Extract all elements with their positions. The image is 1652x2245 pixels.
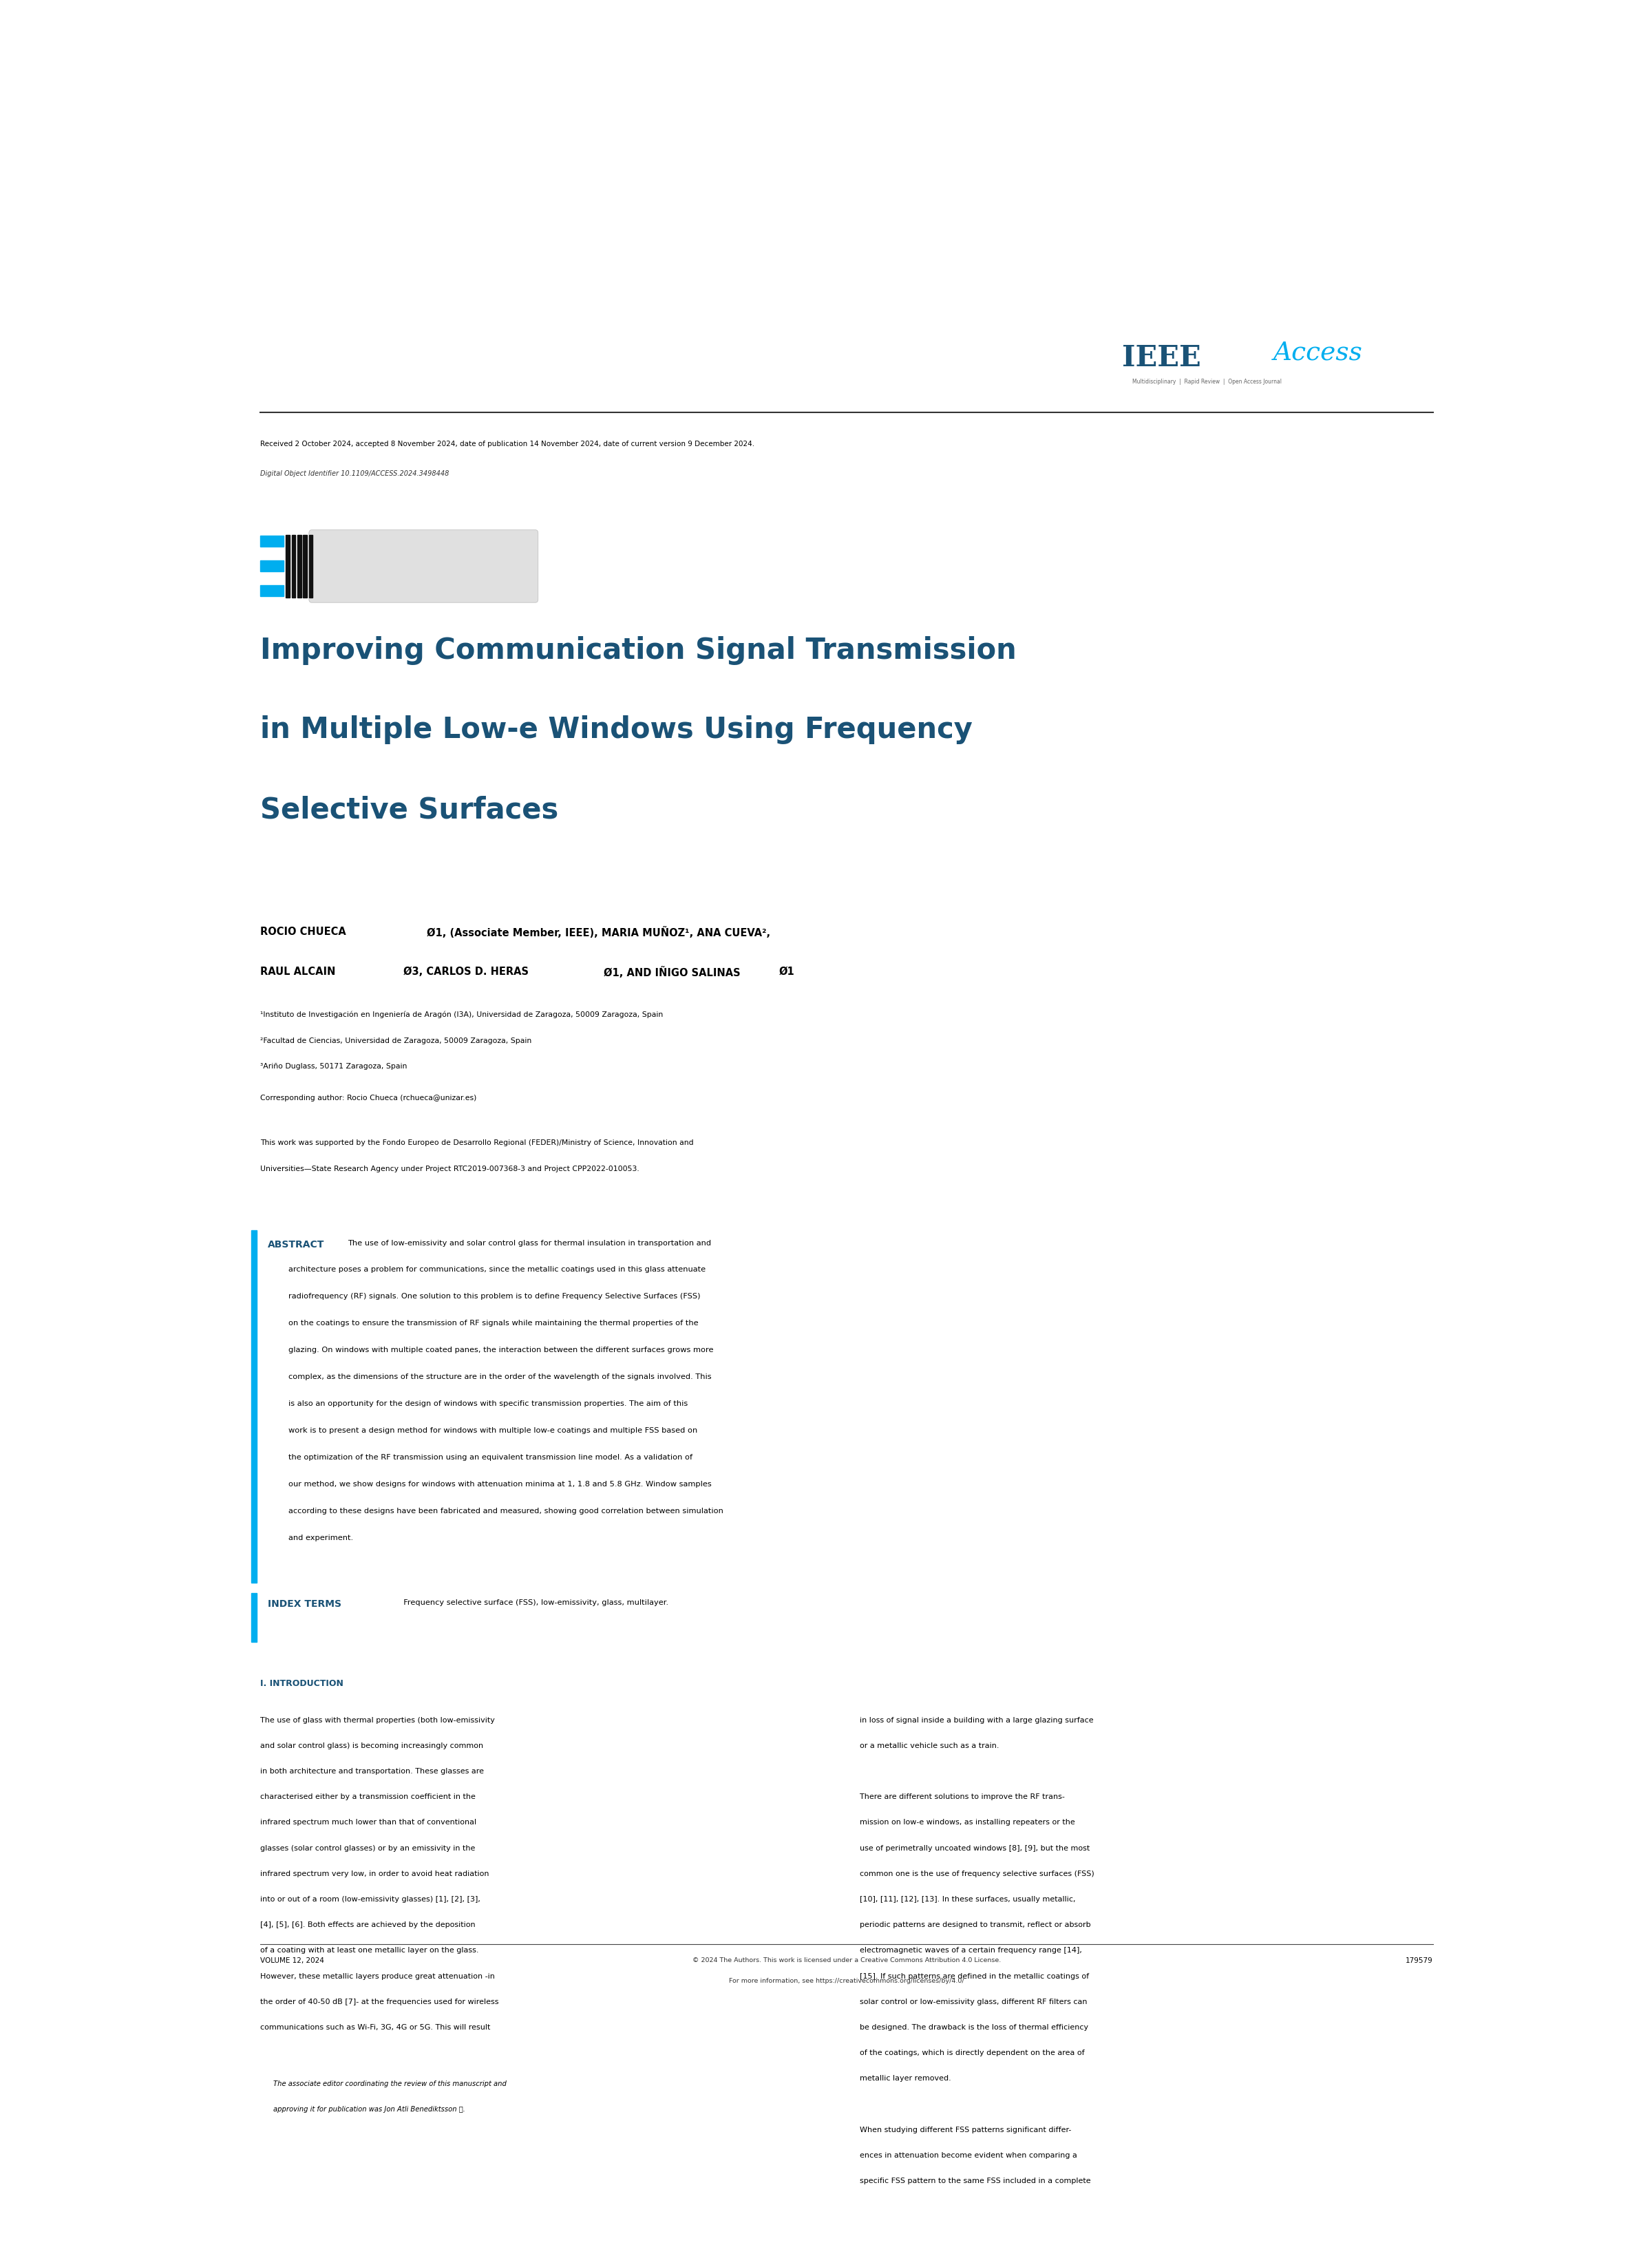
Bar <box>251 1230 256 1583</box>
Text: Digital Object Identifier 10.1109/ACCESS.2024.3498448: Digital Object Identifier 10.1109/ACCESS… <box>261 469 449 476</box>
Text: ABSTRACT: ABSTRACT <box>268 1239 325 1248</box>
Text: of a coating with at least one metallic layer on the glass.: of a coating with at least one metallic … <box>261 1946 479 1953</box>
Text: in loss of signal inside a building with a large glazing surface: in loss of signal inside a building with… <box>859 1715 1094 1724</box>
Bar <box>286 537 289 597</box>
Bar <box>261 586 284 597</box>
Text: Ø1, AND IÑIGO SALINAS: Ø1, AND IÑIGO SALINAS <box>603 965 740 979</box>
Text: mission on low-e windows, as installing repeaters or the: mission on low-e windows, as installing … <box>859 1818 1075 1825</box>
Text: be designed. The drawback is the loss of thermal efficiency: be designed. The drawback is the loss of… <box>859 2023 1089 2029</box>
FancyBboxPatch shape <box>309 530 539 604</box>
Text: Multidisciplinary  |  Rapid Review  |  Open Access Journal: Multidisciplinary | Rapid Review | Open … <box>1132 379 1282 384</box>
Text: work is to present a design method for windows with multiple low-e coatings and : work is to present a design method for w… <box>289 1428 697 1435</box>
Text: Access: Access <box>1274 341 1363 366</box>
Bar <box>309 537 312 597</box>
Text: [10], [11], [12], [13]. In these surfaces, usually metallic,: [10], [11], [12], [13]. In these surface… <box>859 1895 1075 1902</box>
Text: in both architecture and transportation. These glasses are: in both architecture and transportation.… <box>261 1767 484 1774</box>
Text: I. INTRODUCTION: I. INTRODUCTION <box>261 1679 344 1688</box>
Bar <box>304 537 307 597</box>
Text: or a metallic vehicle such as a train.: or a metallic vehicle such as a train. <box>859 1742 999 1749</box>
Text: RESEARCH ARTICLE: RESEARCH ARTICLE <box>357 561 491 572</box>
Text: of the coatings, which is directly dependent on the area of: of the coatings, which is directly depen… <box>859 2050 1084 2056</box>
Text: The use of glass with thermal properties (both low-emissivity: The use of glass with thermal properties… <box>261 1715 496 1724</box>
Text: IEEE: IEEE <box>1122 343 1201 373</box>
Text: and solar control glass) is becoming increasingly common: and solar control glass) is becoming inc… <box>261 1742 484 1749</box>
Text: communications such as Wi-Fi, 3G, 4G or 5G. This will result: communications such as Wi-Fi, 3G, 4G or … <box>261 2023 491 2029</box>
Text: [15]. If such patterns are defined in the metallic coatings of: [15]. If such patterns are defined in th… <box>859 1971 1089 1980</box>
Text: solar control or low-emissivity glass, different RF filters can: solar control or low-emissivity glass, d… <box>859 1998 1087 2005</box>
Text: Received 2 October 2024, accepted 8 November 2024, date of publication 14 Novemb: Received 2 October 2024, accepted 8 Nove… <box>261 440 755 447</box>
Text: into or out of a room (low-emissivity glasses) [1], [2], [3],: into or out of a room (low-emissivity gl… <box>261 1895 481 1902</box>
Text: ¹Instituto de Investigación en Ingeniería de Aragón (I3A), Universidad de Zarago: ¹Instituto de Investigación en Ingenierí… <box>261 1010 662 1019</box>
Text: the optimization of the RF transmission using an equivalent transmission line mo: the optimization of the RF transmission … <box>289 1453 692 1461</box>
Text: complex, as the dimensions of the structure are in the order of the wavelength o: complex, as the dimensions of the struct… <box>289 1374 712 1381</box>
Bar <box>292 537 296 597</box>
Text: our method, we show designs for windows with attenuation minima at 1, 1.8 and 5.: our method, we show designs for windows … <box>289 1479 712 1486</box>
Text: Frequency selective surface (FSS), low-emissivity, glass, multilayer.: Frequency selective surface (FSS), low-e… <box>398 1598 669 1605</box>
Bar <box>297 537 301 597</box>
Text: 179579: 179579 <box>1406 1958 1432 1964</box>
Text: Ø3, CARLOS D. HERAS: Ø3, CARLOS D. HERAS <box>403 965 529 977</box>
Text: Universities—State Research Agency under Project RTC2019-007368-3 and Project CP: Universities—State Research Agency under… <box>261 1165 639 1172</box>
Text: The use of low-emissivity and solar control glass for thermal insulation in tran: The use of low-emissivity and solar cont… <box>347 1239 710 1246</box>
Text: infrared spectrum very low, in order to avoid heat radiation: infrared spectrum very low, in order to … <box>261 1870 489 1877</box>
Text: Ø1: Ø1 <box>778 965 795 977</box>
Text: ²Facultad de Ciencias, Universidad de Zaragoza, 50009 Zaragoza, Spain: ²Facultad de Ciencias, Universidad de Za… <box>261 1037 532 1044</box>
Text: in Multiple Low-e Windows Using Frequency: in Multiple Low-e Windows Using Frequenc… <box>261 716 973 745</box>
Text: Selective Surfaces: Selective Surfaces <box>261 795 558 824</box>
Text: according to these designs have been fabricated and measured, showing good corre: according to these designs have been fab… <box>289 1506 724 1513</box>
Text: The associate editor coordinating the review of this manuscript and: The associate editor coordinating the re… <box>273 2079 506 2088</box>
Text: Improving Communication Signal Transmission: Improving Communication Signal Transmiss… <box>261 635 1016 665</box>
Text: INDEX TERMS: INDEX TERMS <box>268 1598 342 1607</box>
Text: the order of 40-50 dB [7]- at the frequencies used for wireless: the order of 40-50 dB [7]- at the freque… <box>261 1998 499 2005</box>
Text: ROCIO CHUECA: ROCIO CHUECA <box>261 927 347 936</box>
Text: glazing. On windows with multiple coated panes, the interaction between the diff: glazing. On windows with multiple coated… <box>289 1347 714 1354</box>
Text: For more information, see https://creativecommons.org/licenses/by/4.0/: For more information, see https://creati… <box>729 1978 965 1985</box>
Text: There are different solutions to improve the RF trans-: There are different solutions to improve… <box>859 1794 1064 1800</box>
Text: infrared spectrum much lower than that of conventional: infrared spectrum much lower than that o… <box>261 1818 476 1825</box>
Text: common one is the use of frequency selective surfaces (FSS): common one is the use of frequency selec… <box>859 1870 1094 1877</box>
Text: use of perimetrally uncoated windows [8], [9], but the most: use of perimetrally uncoated windows [8]… <box>859 1843 1090 1852</box>
Text: metallic layer removed.: metallic layer removed. <box>859 2074 952 2081</box>
Bar <box>261 537 284 548</box>
Text: [4], [5], [6]. Both effects are achieved by the deposition: [4], [5], [6]. Both effects are achieved… <box>261 1922 476 1928</box>
Text: and experiment.: and experiment. <box>289 1533 354 1540</box>
Text: radiofrequency (RF) signals. One solution to this problem is to define Frequency: radiofrequency (RF) signals. One solutio… <box>289 1293 700 1300</box>
Text: glasses (solar control glasses) or by an emissivity in the: glasses (solar control glasses) or by an… <box>261 1843 476 1852</box>
Text: © 2024 The Authors. This work is licensed under a Creative Commons Attribution 4: © 2024 The Authors. This work is license… <box>692 1958 1001 1962</box>
Bar <box>251 1594 256 1641</box>
Text: characterised either by a transmission coefficient in the: characterised either by a transmission c… <box>261 1794 476 1800</box>
Text: Corresponding author: Rocio Chueca (rchueca@unizar.es): Corresponding author: Rocio Chueca (rchu… <box>261 1093 477 1100</box>
Text: periodic patterns are designed to transmit, reflect or absorb: periodic patterns are designed to transm… <box>859 1922 1090 1928</box>
Text: on the coatings to ensure the transmission of RF signals while maintaining the t: on the coatings to ensure the transmissi… <box>289 1320 699 1327</box>
Text: Ø1, (Associate Member, IEEE), MARIA MUÑOZ¹, ANA CUEVA²,: Ø1, (Associate Member, IEEE), MARIA MUÑO… <box>426 927 770 938</box>
Text: specific FSS pattern to the same FSS included in a complete: specific FSS pattern to the same FSS inc… <box>859 2178 1090 2184</box>
Text: RAUL ALCAIN: RAUL ALCAIN <box>261 965 335 977</box>
Text: VOLUME 12, 2024: VOLUME 12, 2024 <box>261 1958 324 1964</box>
Text: is also an opportunity for the design of windows with specific transmission prop: is also an opportunity for the design of… <box>289 1401 687 1408</box>
Text: ³Ariño Duglass, 50171 Zaragoza, Spain: ³Ariño Duglass, 50171 Zaragoza, Spain <box>261 1062 406 1069</box>
Bar <box>261 561 284 572</box>
Text: approving it for publication was Jon Atli Benediktsson ⓘ.: approving it for publication was Jon Atl… <box>273 2106 464 2113</box>
Text: ences in attenuation become evident when comparing a: ences in attenuation become evident when… <box>859 2151 1077 2157</box>
Text: This work was supported by the Fondo Europeo de Desarrollo Regional (FEDER)/Mini: This work was supported by the Fondo Eur… <box>261 1138 694 1145</box>
Text: When studying different FSS patterns significant differ-: When studying different FSS patterns sig… <box>859 2126 1070 2133</box>
Text: However, these metallic layers produce great attenuation -in: However, these metallic layers produce g… <box>261 1971 496 1980</box>
Text: electromagnetic waves of a certain frequency range [14],: electromagnetic waves of a certain frequ… <box>859 1946 1082 1953</box>
Text: architecture poses a problem for communications, since the metallic coatings use: architecture poses a problem for communi… <box>289 1266 705 1273</box>
